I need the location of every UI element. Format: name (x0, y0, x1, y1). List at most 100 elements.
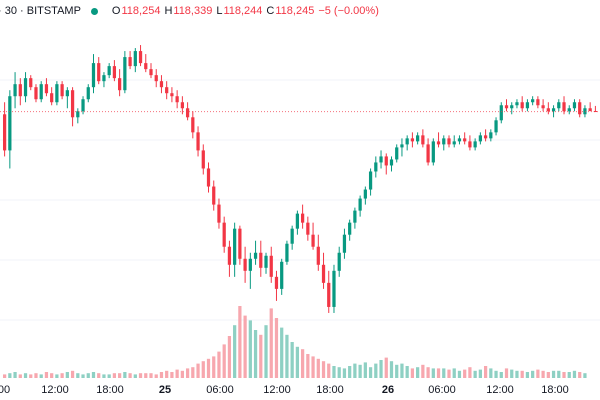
volume-bars (2, 306, 587, 378)
candle-body (34, 87, 38, 100)
time-axis-label: 26 (382, 384, 394, 396)
candle-body (384, 156, 388, 166)
volume-bar (233, 325, 237, 378)
candle-body (478, 135, 482, 142)
candle-body (395, 147, 399, 160)
candle-body (348, 222, 352, 235)
volume-bar (60, 373, 64, 378)
volume-bar (123, 372, 127, 378)
volume-bar (405, 366, 409, 378)
volume-bar (222, 344, 226, 378)
time-axis: 00 12:00 18:00 25 06:00 12:00 18:00 26 06:00 12:0… (0, 384, 569, 396)
candle-body (102, 75, 106, 82)
volume-bar (102, 374, 106, 378)
volume-bar (264, 325, 268, 378)
candle-body (311, 234, 315, 247)
candle-body (463, 138, 467, 142)
volume-bar (567, 372, 571, 378)
candle-body (175, 96, 179, 103)
volume-bar (285, 334, 289, 378)
volume-bar (452, 368, 456, 378)
candle-body (551, 108, 556, 112)
high-label: H (164, 5, 173, 17)
candle-body (138, 51, 143, 64)
candle-body (222, 222, 226, 247)
candle-body (149, 69, 153, 76)
volume-bar (295, 346, 300, 378)
volume-bar (436, 368, 441, 378)
volume-bar (128, 373, 132, 378)
volume-bar (243, 315, 247, 378)
candle-body (60, 84, 64, 97)
volume-bar (431, 368, 435, 378)
volume-bar (2, 374, 7, 378)
candle-body (531, 99, 535, 103)
candle-body (76, 111, 80, 118)
candle-body (416, 135, 420, 142)
candle-body (264, 255, 268, 268)
volume-bar (175, 369, 179, 378)
close-label: C (266, 5, 275, 17)
candle-body (515, 102, 519, 106)
candle-body (133, 51, 137, 67)
market-status-icon[interactable] (90, 7, 98, 15)
volume-bar (65, 372, 69, 378)
candle-body (436, 141, 441, 145)
volume-bar (368, 367, 373, 378)
volume-bar (196, 363, 200, 378)
volume-bar (29, 374, 33, 378)
open-value: 118,254 (121, 5, 161, 17)
candle-body (368, 171, 373, 190)
volume-bar (280, 327, 284, 378)
candle-body (206, 168, 211, 187)
volume-bar (489, 368, 493, 378)
time-axis-label: 18:00 (541, 384, 569, 396)
volume-bar (253, 330, 258, 378)
volume-bar (442, 368, 446, 378)
volume-bar (76, 373, 80, 378)
candle-body (29, 78, 33, 88)
open-label: O (111, 5, 121, 17)
candle-body (473, 141, 477, 148)
volume-bar (227, 336, 232, 378)
candle-body (306, 222, 310, 235)
close-value: 118,245 (275, 5, 315, 17)
candle-body (128, 57, 132, 67)
candle-body (316, 246, 320, 265)
volume-bar (13, 372, 17, 378)
volume-bar (154, 374, 158, 378)
candle-body (70, 90, 75, 118)
volume-bar (583, 373, 587, 378)
volume-bar (562, 372, 566, 378)
volume-bar (531, 370, 535, 378)
volume-bar (358, 364, 362, 378)
volume-bar (44, 372, 49, 378)
volume-bar (536, 369, 540, 378)
volume-bar (395, 364, 399, 378)
candle-body (541, 105, 545, 109)
candle-body (578, 102, 582, 115)
volume-bar (165, 370, 169, 378)
candle-body (191, 117, 195, 133)
symbol-info[interactable]: · 30 · BITSTAMP (0, 5, 81, 17)
candle-body (426, 144, 430, 163)
candle-body (23, 78, 28, 97)
candle-body (353, 210, 357, 223)
candle-body (8, 96, 12, 151)
candle-body (468, 141, 472, 148)
candle-body (295, 213, 300, 229)
time-axis-label: 00 (0, 384, 10, 396)
volume-bar (34, 373, 38, 378)
candle-body (300, 213, 305, 223)
volume-bar (379, 360, 383, 378)
candle-body (238, 228, 242, 259)
change-value: −5 (−0.00%) (318, 5, 379, 17)
time-axis-label: 12:00 (486, 384, 514, 396)
volume-bar (463, 369, 467, 378)
candle-body (421, 135, 425, 145)
candle-body (39, 84, 43, 100)
volume-bar (180, 370, 184, 378)
candle-body (510, 105, 514, 109)
volume-bar (504, 368, 509, 378)
